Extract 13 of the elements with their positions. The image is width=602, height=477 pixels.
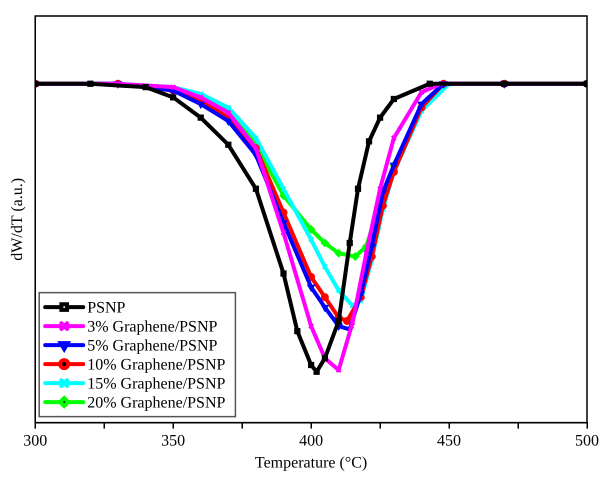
x-tick-label: 500 (575, 432, 599, 450)
legend-label: 15% Graphene/PSNP (87, 375, 226, 392)
x-tick-label: 450 (437, 432, 462, 450)
legend-label: 20% Graphene/PSNP (87, 394, 226, 412)
legend-label: 10% Graphene/PSNP (87, 356, 226, 374)
x-axis-title: Temperature (°C) (254, 454, 368, 472)
x-tick-label: 350 (161, 432, 186, 450)
x-tick-label: 300 (23, 432, 48, 450)
legend-label: PSNP (87, 299, 126, 316)
legend-label: 3% Graphene/PSNP (87, 318, 218, 336)
legend-label: 5% Graphene/PSNP (87, 337, 218, 354)
y-axis-title: dW/dT (a.u.) (8, 178, 26, 261)
x-tick-label: 400 (299, 432, 324, 450)
